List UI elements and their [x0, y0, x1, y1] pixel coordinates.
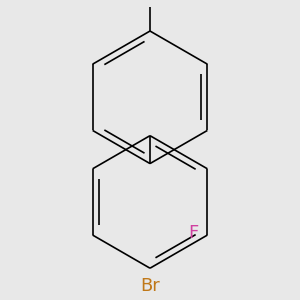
Text: Br: Br [140, 277, 160, 295]
Text: F: F [188, 224, 199, 242]
